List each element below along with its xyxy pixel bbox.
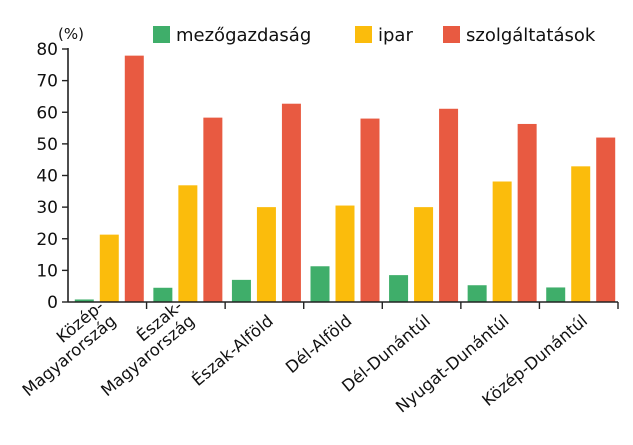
y-tick-label: 70: [36, 72, 58, 92]
bar: [389, 275, 409, 302]
bar: [256, 207, 276, 302]
y-tick-label: 50: [36, 135, 58, 155]
bar: [310, 266, 330, 302]
bar: [178, 185, 198, 302]
legend-item: mezőgazdaság: [153, 25, 311, 46]
legend-item: szolgáltatások: [443, 25, 596, 46]
bar: [492, 181, 512, 302]
legend: mezőgazdaság ipar szolgáltatások: [153, 25, 596, 46]
bar: [517, 123, 537, 302]
legend-swatch: [443, 26, 460, 43]
y-unit-label: (%): [58, 25, 84, 43]
bar: [74, 299, 94, 302]
y-tick-label: 30: [36, 198, 58, 218]
bar: [414, 207, 434, 302]
legend-label: szolgáltatások: [466, 25, 596, 46]
y-tick-label: 60: [36, 103, 58, 123]
bar: [360, 118, 380, 302]
bars: [74, 55, 616, 303]
y-tick-label: 20: [36, 230, 58, 250]
legend-item: ipar: [355, 25, 413, 46]
bar: [153, 287, 173, 302]
legend-swatch: [153, 26, 170, 43]
bar: [281, 103, 301, 303]
bar: [203, 117, 223, 302]
bar: [231, 279, 251, 302]
x-axis: Közép-Magyarország Észak-MagyarországÉsza…: [19, 297, 619, 416]
x-tick-label-line: Dél-Alföld: [282, 311, 355, 377]
bar: [439, 108, 459, 303]
bar: [546, 287, 566, 302]
x-tick-label: Dél-Alföld: [282, 311, 355, 377]
y-axis: 0 10 20 30 40 50 60 70 80: [36, 40, 69, 313]
y-tick-label: 10: [36, 261, 58, 281]
bar: [335, 205, 355, 302]
y-tick-label: 80: [36, 40, 58, 60]
y-tick-label: 0: [47, 293, 58, 313]
x-tick-label-line: Észak-Alföld: [188, 311, 277, 390]
x-tick-label: Észak-Alföld: [188, 311, 277, 390]
legend-swatch: [355, 26, 372, 43]
bar: [124, 55, 144, 302]
bar: [596, 137, 616, 302]
legend-label: ipar: [378, 25, 413, 46]
y-tick-label: 40: [36, 167, 58, 187]
bar: [99, 234, 119, 302]
bar: [467, 285, 487, 302]
bar: [571, 166, 591, 302]
legend-label: mezőgazdaság: [176, 25, 311, 46]
